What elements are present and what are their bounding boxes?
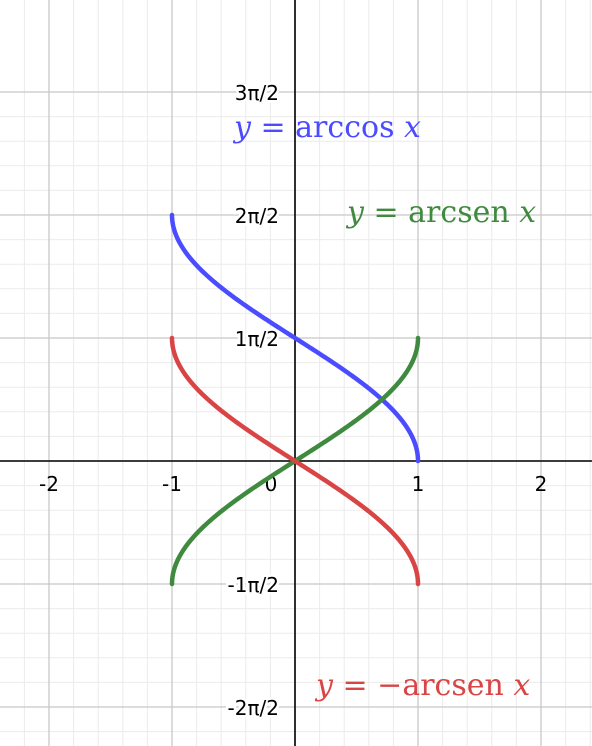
y-tick-label: -1π/2 — [228, 573, 279, 597]
y-tick-label: 1π/2 — [235, 327, 279, 351]
y-tick-label: -2π/2 — [228, 696, 279, 720]
series-line-neg_arcsin — [169, 335, 421, 587]
series-line-arccos — [169, 212, 421, 464]
y-tick-labels: 3π/2 2π/2 1π/2 -1π/2 -2π/2 — [225, 79, 281, 723]
x-tick-label: -1 — [162, 472, 182, 496]
y-tick-label: 2π/2 — [235, 204, 279, 228]
label-neg-arcsen: y = −arcsen x — [314, 668, 530, 703]
y-tick-label: 3π/2 — [235, 81, 279, 105]
x-tick-label: -2 — [39, 472, 59, 496]
x-tick-label: 2 — [535, 472, 548, 496]
label-arccos: y = arccos x — [232, 110, 421, 145]
x-tick-label: 1 — [412, 472, 425, 496]
label-arcsen: y = arcsen x — [345, 195, 536, 230]
x-tick-labels: -2 -1 0 1 2 — [39, 472, 547, 496]
curves — [169, 212, 421, 587]
